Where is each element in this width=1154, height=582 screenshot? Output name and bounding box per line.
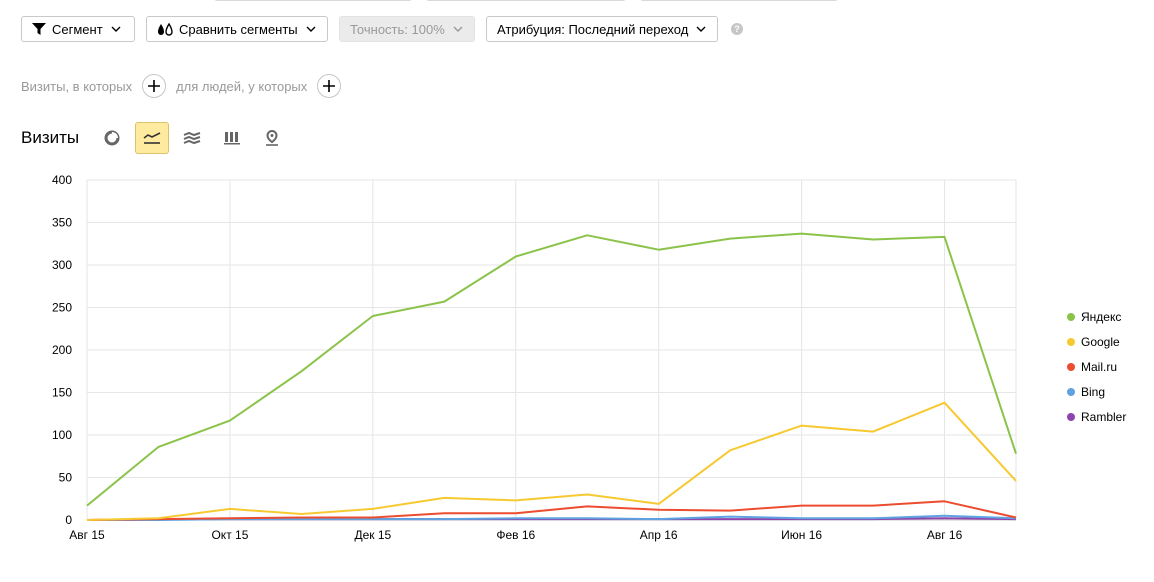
compare-segments-button[interactable]: Сравнить сегменты — [146, 16, 328, 42]
legend-item[interactable]: Google — [1067, 329, 1126, 354]
chevron-down-icon — [306, 26, 316, 32]
legend-item[interactable]: Rambler — [1067, 404, 1126, 429]
segment-button[interactable]: Сегмент — [21, 16, 135, 42]
legend-label: Яндекс — [1081, 309, 1122, 324]
x-tick-label: Фев 16 — [496, 528, 535, 542]
legend-dot-icon — [1067, 312, 1075, 321]
legend-dot-icon — [1067, 337, 1075, 346]
chart-legend: Яндекс Google Mail.ru Bing Rambler — [1067, 304, 1126, 429]
series-line-Rambler[interactable] — [86, 517, 1017, 521]
x-tick-label: Апр 16 — [640, 528, 678, 542]
pie-chart-icon — [104, 130, 120, 146]
series-line-Mail.ru[interactable] — [86, 500, 1017, 521]
area-chart-icon — [183, 131, 201, 145]
y-tick-label: 300 — [52, 258, 72, 272]
chart-grid — [86, 179, 1017, 521]
people-condition-label: для людей, у которых — [176, 78, 308, 94]
help-icon[interactable]: ? — [731, 23, 743, 35]
add-visit-condition-button[interactable] — [142, 74, 167, 98]
y-tick-label: 50 — [59, 471, 73, 485]
bar-chart-button[interactable] — [215, 122, 249, 154]
accuracy-label: Точность: 100% — [350, 21, 445, 37]
x-axis-ticks: Авг 15 Окт 15 Дек 15 Фев 16 Апр 16 Июн 16 Авг … — [69, 528, 962, 542]
chevron-down-icon — [111, 26, 121, 32]
line-chart-icon — [143, 132, 161, 144]
filter-icon — [32, 23, 46, 35]
y-tick-label: 400 — [52, 173, 72, 187]
chevron-down-icon — [696, 26, 706, 32]
y-tick-label: 100 — [52, 428, 72, 442]
x-tick-label: Июн 16 — [781, 528, 822, 542]
visits-condition-label: Визиты, в которых — [21, 78, 133, 94]
y-tick-label: 150 — [52, 386, 72, 400]
line-chart-button[interactable] — [135, 122, 170, 154]
segment-filters: Визиты, в которых для людей, у которых — [21, 74, 351, 98]
x-tick-label: Авг 16 — [927, 528, 963, 542]
map-button[interactable] — [255, 122, 289, 154]
chart-header: Визиты — [21, 122, 295, 154]
compare-drops-icon — [157, 22, 173, 36]
x-tick-label: Дек 15 — [354, 528, 391, 542]
plus-icon — [148, 80, 161, 92]
y-axis-ticks: 0 50 100 150 200 250 300 350 400 — [52, 173, 72, 527]
legend-item[interactable]: Bing — [1067, 379, 1126, 404]
attribution-select[interactable]: Атрибуция: Последний переход — [486, 16, 718, 42]
legend-dot-icon — [1067, 412, 1075, 421]
series-line-Google[interactable] — [86, 401, 1017, 521]
add-people-condition-button[interactable] — [317, 74, 342, 98]
bar-chart-icon — [224, 132, 241, 145]
attribution-label: Атрибуция: Последний переход — [497, 21, 689, 37]
plus-icon — [323, 80, 336, 92]
y-tick-label: 200 — [52, 343, 72, 357]
legend-item[interactable]: Яндекс — [1067, 304, 1126, 329]
legend-label: Mail.ru — [1081, 359, 1118, 374]
clipped-control-3 — [640, 0, 838, 1]
pie-chart-button[interactable] — [95, 122, 129, 154]
series-line-Bing[interactable] — [87, 514, 1017, 521]
series-line-Яндекс[interactable] — [86, 232, 1017, 507]
y-tick-label: 350 — [52, 216, 72, 230]
legend-item[interactable]: Mail.ru — [1067, 354, 1126, 379]
clipped-control-1 — [214, 0, 412, 1]
y-tick-label: 250 — [52, 301, 72, 315]
accuracy-select[interactable]: Точность: 100% — [339, 16, 475, 42]
chart-series — [86, 232, 1017, 521]
legend-label: Google — [1081, 334, 1120, 349]
segment-label: Сегмент — [52, 21, 103, 37]
legend-dot-icon — [1067, 387, 1075, 396]
y-tick-label: 0 — [65, 513, 72, 527]
chevron-down-icon — [453, 26, 463, 32]
x-tick-label: Авг 15 — [69, 528, 105, 542]
legend-label: Bing — [1081, 384, 1106, 399]
x-tick-label: Окт 15 — [211, 528, 248, 542]
map-icon — [266, 130, 279, 146]
clipped-control-2 — [426, 0, 626, 1]
legend-label: Rambler — [1081, 409, 1127, 424]
legend-dot-icon — [1067, 362, 1075, 371]
area-chart-button[interactable] — [175, 122, 209, 154]
compare-segments-label: Сравнить сегменты — [179, 21, 298, 37]
toolbar: Сегмент Сравнить сегменты Точность: 100%… — [21, 16, 743, 42]
chart-title: Визиты — [21, 128, 80, 147]
